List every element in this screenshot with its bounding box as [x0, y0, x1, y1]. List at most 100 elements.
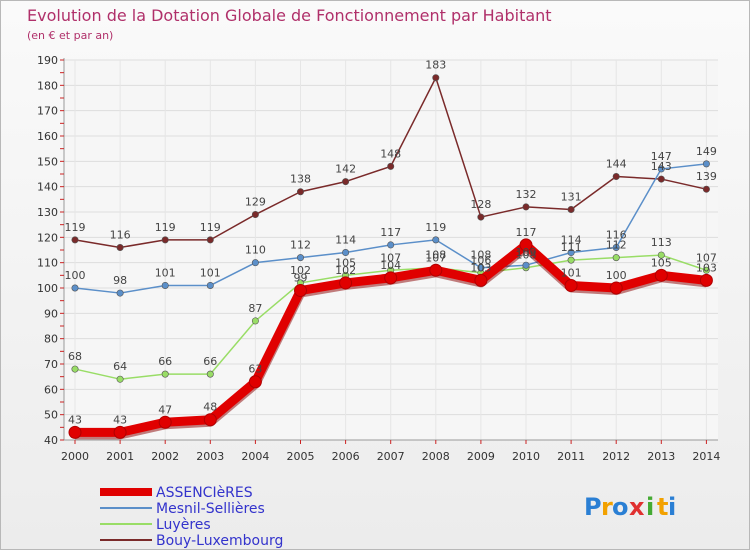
data-label: 113 [651, 236, 672, 249]
data-point [567, 256, 575, 264]
data-point [654, 268, 668, 282]
legend-label: Bouy-Luxembourg [156, 533, 283, 549]
data-point [699, 273, 713, 287]
y-tick-label: 110 [37, 257, 58, 270]
data-point [609, 281, 623, 295]
data-point [161, 236, 169, 244]
data-label: 108 [425, 249, 446, 262]
data-point [612, 173, 620, 181]
data-point [567, 205, 575, 213]
y-tick-label: 160 [37, 130, 58, 143]
data-label: 47 [158, 403, 172, 416]
data-label: 66 [158, 355, 172, 368]
data-label: 119 [425, 221, 446, 234]
data-point [206, 370, 214, 378]
data-point [384, 271, 398, 285]
data-label: 104 [380, 259, 401, 272]
series-3 [71, 74, 710, 251]
data-point [564, 278, 578, 292]
data-point [296, 188, 304, 196]
y-tick-label: 170 [37, 105, 58, 118]
data-point [342, 249, 350, 257]
data-point [206, 236, 214, 244]
data-point [567, 249, 575, 257]
data-label: 142 [335, 163, 356, 176]
x-tick-label: 2004 [241, 450, 269, 463]
data-point [702, 266, 710, 274]
series-0 [68, 238, 713, 440]
x-tick-label: 2010 [512, 450, 540, 463]
data-point [71, 236, 79, 244]
logo-letter: o [612, 493, 629, 521]
data-label: 101 [200, 266, 221, 279]
data-label: 117 [516, 226, 537, 239]
data-label: 114 [335, 234, 356, 247]
data-label: 132 [516, 188, 537, 201]
data-point [339, 276, 353, 290]
y-tick-label: 60 [44, 383, 58, 396]
data-label: 98 [113, 274, 127, 287]
data-label: 148 [380, 147, 401, 160]
data-label: 119 [65, 221, 86, 234]
x-tick-label: 2007 [377, 450, 405, 463]
data-label: 103 [696, 261, 717, 274]
data-label: 63 [248, 363, 262, 376]
data-label: 108 [470, 249, 491, 262]
data-point [432, 74, 440, 82]
data-label: 143 [651, 160, 672, 173]
data-label: 100 [65, 269, 86, 282]
data-point [477, 264, 485, 272]
data-label: 119 [200, 221, 221, 234]
data-point [203, 413, 217, 427]
legend: ASSENCIèRESMesnil-SellièresLuyèresBouy-L… [100, 485, 283, 549]
x-tick-label: 2008 [422, 450, 450, 463]
y-tick-label: 140 [37, 181, 58, 194]
y-tick-label: 100 [37, 282, 58, 295]
legend-label: Luyères [156, 517, 211, 533]
data-label: 107 [380, 251, 401, 264]
data-point [432, 236, 440, 244]
data-point [116, 243, 124, 251]
data-label: 112 [606, 239, 627, 252]
data-label: 87 [248, 302, 262, 315]
data-point [702, 160, 710, 168]
logo-letter: i [668, 493, 676, 521]
data-label: 128 [470, 198, 491, 211]
data-label: 99 [294, 272, 308, 285]
data-label: 117 [380, 226, 401, 239]
data-label: 114 [561, 234, 582, 247]
data-label: 129 [245, 196, 266, 209]
data-point [522, 203, 530, 211]
data-label: 106 [470, 254, 491, 267]
y-tick-label: 90 [44, 307, 58, 320]
data-label: 116 [606, 228, 627, 241]
x-tick-label: 2000 [61, 450, 89, 463]
data-label: 105 [335, 256, 356, 269]
data-point [294, 284, 307, 298]
x-tick-label: 2005 [287, 450, 315, 463]
data-point [71, 365, 79, 373]
data-point [342, 178, 350, 186]
x-tick-label: 2011 [557, 450, 585, 463]
data-point [158, 415, 172, 429]
axes: 40 50 60 70 80 90 100 110 120 130 140 150 160 170 180 1… [37, 54, 720, 463]
data-point [206, 281, 214, 289]
data-point [116, 289, 124, 297]
data-point [429, 263, 443, 277]
data-label: 138 [290, 173, 311, 186]
data-label: 144 [606, 158, 627, 171]
data-point [161, 281, 169, 289]
data-label: 116 [110, 228, 131, 241]
chart-subtitle: (en € et par an) [27, 29, 113, 42]
series-layer [68, 74, 713, 440]
x-tick-label: 2006 [332, 450, 360, 463]
legend-label: ASSENCIèRES [156, 485, 253, 501]
y-tick-label: 150 [37, 155, 58, 168]
data-point [657, 175, 665, 183]
data-point [702, 185, 710, 193]
data-label: 107 [425, 251, 446, 264]
data-label: 103 [470, 261, 491, 274]
data-point [612, 243, 620, 251]
